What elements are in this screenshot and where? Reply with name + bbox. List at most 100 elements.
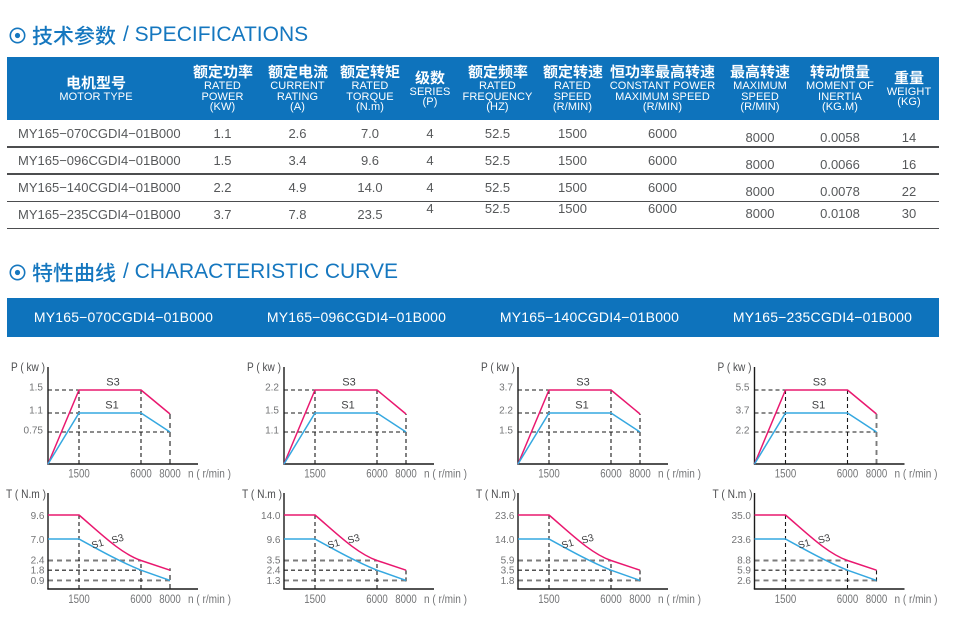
chart-label: n ( r/min ): [424, 467, 467, 481]
chart-label: S3: [813, 377, 826, 389]
cjk-glyph: [370, 64, 385, 79]
column-header-en: SPEED: [741, 90, 779, 103]
chart-label: 9.6: [31, 511, 45, 522]
value-cell: 0.0108: [820, 206, 860, 222]
chart-label: n ( r/min ): [895, 467, 938, 481]
value-cell: 23.5: [357, 207, 383, 223]
value-cell: 0.0058: [820, 129, 860, 145]
power-curve-s1: [517, 412, 641, 465]
chart-label: 7.0: [31, 535, 45, 546]
curve-model-name: MY165−140CGDI4−01B000: [499, 309, 680, 326]
chart-label: S1: [560, 538, 575, 552]
cjk-glyph: [96, 75, 111, 89]
motor-type-cell: MY165−070CGDI4−01B000: [18, 126, 181, 142]
chart-label: 6000: [130, 467, 152, 481]
chart-label: 14.0: [495, 535, 515, 546]
bullet-target-icon-svg: [9, 264, 26, 280]
cjk-glyph: [467, 64, 483, 79]
chart-label: S3: [342, 377, 355, 389]
column-header-zh: [267, 64, 328, 79]
power-curve-s1: [47, 412, 171, 465]
column-header: SERIES (P): [405, 57, 455, 120]
column-header-en: RATED: [204, 80, 241, 93]
torque-curve-s3: [48, 514, 171, 571]
value-cell: 8000: [745, 129, 775, 145]
section-title-latin: / CHARACTERISTIC CURVE: [123, 260, 398, 283]
value-cell: 22: [901, 183, 917, 199]
chart-label: n ( r/min ): [188, 467, 231, 481]
value-cell: 6000: [648, 180, 677, 196]
chart-label: 8000: [159, 592, 181, 606]
value-cell: 14: [901, 129, 917, 145]
column-header-en: POWER: [201, 90, 244, 103]
chart-label: n ( r/min ): [895, 592, 938, 606]
column-header-en: TORQUE: [346, 90, 394, 103]
chart-label: 23.6: [732, 535, 752, 546]
table-row: MY165−096CGDI4−01B000 1.5 3.4 9.6 4 52.5 1500 6…: [7, 147, 939, 175]
value-cell: 8000: [745, 156, 775, 172]
cjk-glyph: [587, 64, 603, 79]
chart-label: P ( kw ): [11, 360, 45, 374]
value-cell: 0.0066: [820, 156, 860, 172]
column-header-en: (KW): [209, 101, 236, 114]
chart-label: 35.0: [732, 511, 752, 522]
table-row: MY165−070CGDI4−01B000 1.1 2.6 7.0 4 52.5 1500 6…: [7, 120, 939, 148]
chart-label: 8000: [866, 592, 888, 606]
chart-label: 6000: [600, 467, 622, 481]
value-cell: 1500: [558, 180, 587, 196]
bullet-target-icon-svg: [9, 27, 26, 43]
column-header: MOMENT OF INERTIA (KG.M): [800, 57, 880, 120]
chart-label: S1: [812, 400, 825, 412]
column-header-zh: [610, 64, 715, 79]
specifications-table: MOTOR TYPE RATED POWER (KW) CURRENT RATING (A)…: [7, 57, 939, 230]
power-curve-s3: [283, 389, 407, 465]
column-header-en: (HZ): [486, 101, 509, 114]
cjk-glyph: [32, 262, 53, 282]
value-cell: 1500: [558, 153, 587, 169]
chart-label: S3: [576, 377, 589, 389]
column-header-zh: [542, 64, 603, 79]
column-header-zh: [730, 64, 790, 79]
column-header-zh: [467, 64, 528, 79]
value-cell: 2.6: [288, 126, 307, 142]
chart-label: 1.3: [267, 576, 281, 587]
chart-label: 1500: [68, 592, 90, 606]
value-cell: 1.5: [213, 153, 232, 169]
column-header-zh: [894, 69, 924, 85]
chart-label: 1500: [538, 592, 560, 606]
motor-type-cell: MY165−096CGDI4−01B000: [18, 153, 181, 169]
cjk-text: [32, 262, 116, 282]
section-title-specifications: / SPECIFICATIONS: [9, 23, 308, 47]
chart-label: 2.2: [736, 426, 750, 437]
column-header: MAXIMUM SPEED (R/MIN): [720, 57, 800, 120]
chart-label: 6000: [366, 592, 388, 606]
cjk-glyph: [775, 64, 790, 79]
chart-label: 5.9: [501, 556, 515, 567]
value-cell: 4: [426, 201, 434, 217]
value-cell: 6000: [648, 153, 677, 169]
chart-label: S1: [341, 400, 354, 412]
chart-label: P ( kw ): [718, 360, 752, 374]
chart-label: 1.5: [499, 426, 513, 437]
chart-label: 1.1: [29, 406, 43, 417]
torque-curve-s3: [754, 514, 877, 571]
value-cell: 1500: [558, 201, 587, 217]
section-title-zh: [32, 262, 116, 283]
chart-label: 3.5: [267, 556, 281, 567]
chart-label: T ( N.m ): [476, 487, 516, 501]
value-cell: 7.8: [288, 207, 307, 223]
column-header-zh: [415, 69, 445, 85]
column-header-en: FREQUENCY: [462, 90, 533, 103]
chart-label: 1500: [775, 592, 797, 606]
chart-label: P ( kw ): [247, 360, 281, 374]
chart-label: 6000: [837, 467, 859, 481]
power-curve-s1: [283, 412, 407, 465]
cjk-glyph: [542, 64, 558, 79]
cjk-glyph: [111, 75, 126, 90]
cjk-glyph: [825, 64, 840, 79]
value-cell: 6000: [648, 201, 677, 217]
chart-label: 0.75: [24, 426, 44, 437]
value-cell: 2.2: [213, 180, 232, 196]
cjk-glyph: [74, 25, 95, 45]
column-header-en: WEIGHT: [886, 85, 932, 98]
